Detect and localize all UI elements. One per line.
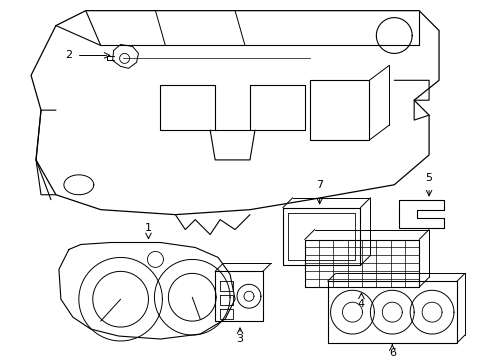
Text: 7: 7	[315, 180, 323, 190]
Text: 2: 2	[65, 50, 72, 60]
Text: 5: 5	[425, 173, 432, 183]
Text: 4: 4	[357, 299, 364, 309]
Text: 1: 1	[144, 222, 152, 233]
Text: 6: 6	[388, 348, 395, 358]
Text: 3: 3	[236, 334, 243, 344]
